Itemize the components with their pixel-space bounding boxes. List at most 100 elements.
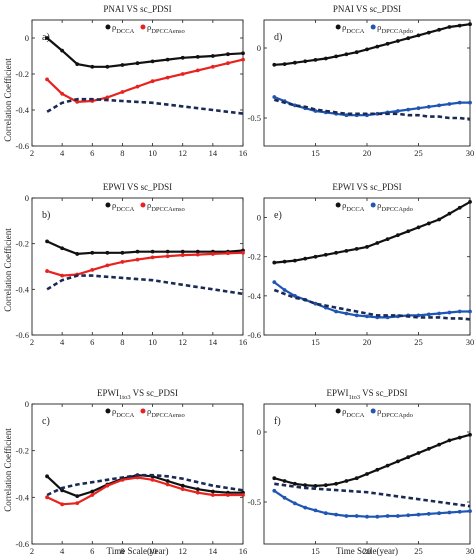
series-line-dashed <box>46 97 244 115</box>
x-tick-label: 30 <box>466 337 474 347</box>
series-point-dpcca <box>468 100 472 105</box>
series-point-dpcca <box>120 90 125 94</box>
series-point-dcca <box>120 63 125 67</box>
x-tick-label: 8 <box>120 148 124 158</box>
series-point-dcca <box>45 36 49 40</box>
series-point-dpcca <box>180 72 185 76</box>
panel-title-main: PNAI VS sc_PDSI <box>333 4 401 14</box>
series-point-dcca <box>90 64 95 69</box>
y-tick-label: -0.4 <box>16 105 30 115</box>
series-line-dpcca <box>46 476 243 506</box>
series-point-dpcca <box>105 95 110 100</box>
legend-marker-dpcca <box>370 408 376 414</box>
y-tick-label: -0.4 <box>16 492 30 502</box>
series-point-dcca <box>210 54 215 58</box>
legend-marker-dpcca <box>140 24 146 30</box>
y-tick-label: -0.6 <box>248 330 261 340</box>
legend-label-dcca: ρDCCA <box>112 200 135 213</box>
x-tick-label: 12 <box>178 337 187 347</box>
series-point-dpcca <box>303 505 308 510</box>
y-axis-title-bottom: Correlation Coefficient <box>3 428 13 512</box>
series-point-dpcca <box>282 495 287 500</box>
y-tick-label: -0.2 <box>248 252 261 262</box>
series-point-dcca <box>323 483 328 488</box>
series-point-dcca <box>468 22 472 27</box>
series-point-dpcca <box>354 514 359 518</box>
x-tick-label: 15 <box>311 148 320 158</box>
series-point-dcca <box>416 33 421 38</box>
series-point-dpcca <box>468 509 472 513</box>
series-point-dcca <box>447 211 452 216</box>
x-tick-label: 6 <box>90 337 94 347</box>
series-point-dcca <box>165 479 170 483</box>
legend-symbol: ρ <box>377 22 381 32</box>
legend-symbol: ρ <box>377 200 381 210</box>
series-point-dcca <box>195 487 200 492</box>
legend-label-dcca: ρDCCA <box>112 406 135 419</box>
x-tick-label: 10 <box>148 546 157 556</box>
series-point-dpcca <box>195 68 200 73</box>
plot-frame <box>263 19 471 147</box>
series-point-dcca <box>303 59 308 64</box>
series-point-dpcca <box>75 501 80 506</box>
legend-marker-dcca <box>105 202 111 208</box>
y-axis-title-middle: Correlation Coefficient <box>3 228 13 312</box>
series-point-dpcca <box>150 255 155 260</box>
series-point-dpcca <box>241 250 245 255</box>
series-line-dashed <box>46 473 244 497</box>
x-tick-label: 12 <box>178 148 187 158</box>
series-point-dcca <box>150 59 155 64</box>
series-point-dcca <box>323 56 328 61</box>
series-point-dcca <box>396 233 400 238</box>
series-point-dcca <box>45 474 49 479</box>
series-point-dcca <box>75 252 80 256</box>
series-point-dpcca <box>457 509 462 514</box>
panel-title: EPWI1to3 VS sc_PDSI <box>327 388 408 401</box>
series-point-dcca <box>457 435 462 440</box>
series-point-dpcca <box>150 79 155 84</box>
series-point-dpcca <box>75 100 80 104</box>
series-point-dcca <box>416 451 421 455</box>
legend-symbol: ρ <box>342 22 346 32</box>
x-tick-label: 16 <box>239 148 248 158</box>
legend-subscript: DCCA <box>346 206 364 213</box>
legend-label-dpcca: ρDPCCApdo <box>377 200 413 213</box>
legend-subscript: DCCA <box>116 412 134 419</box>
series-point-dcca <box>282 62 287 66</box>
panel-title-subscript: 1to3 <box>349 394 361 401</box>
series-point-dpcca <box>195 252 200 257</box>
series-point-dcca <box>195 249 200 254</box>
y-tick-label: 0 <box>25 33 29 43</box>
legend-symbol: ρ <box>112 406 116 416</box>
series-point-dpcca <box>241 57 245 62</box>
series-point-dcca <box>293 258 297 263</box>
series-point-dcca <box>45 239 49 244</box>
legend-label-dpcca: ρDPCCAenso <box>147 200 185 213</box>
y-tick-label: -0.6 <box>16 539 29 549</box>
x-tick-label: 20 <box>363 546 372 556</box>
series-line-dcca <box>46 240 244 256</box>
series-point-dpcca <box>226 61 230 66</box>
legend-symbol: ρ <box>112 22 116 32</box>
series-point-dpcca <box>180 487 185 492</box>
series-point-dcca <box>150 249 155 254</box>
legend-symbol: ρ <box>147 22 151 32</box>
series-point-dpcca <box>406 513 411 518</box>
x-tick-label: 6 <box>90 546 94 556</box>
legend-subscript: DPCCAenso <box>151 206 185 213</box>
series-line-dpcca <box>46 251 244 277</box>
series-point-dcca <box>457 23 462 28</box>
legend-label-dpcca: ρDPCCApdo <box>377 22 413 35</box>
series-point-dcca <box>426 221 431 226</box>
series-point-dcca <box>241 51 245 56</box>
series-point-dpcca <box>396 109 400 113</box>
y-tick-label: 0 <box>257 427 261 437</box>
series-point-dpcca <box>385 514 390 518</box>
series-point-dcca <box>406 36 411 41</box>
series-point-dpcca <box>60 273 65 278</box>
series-point-dcca <box>282 479 287 483</box>
x-axis-title: Time Scale(year) <box>336 546 398 556</box>
series-point-dcca <box>323 252 328 257</box>
x-tick-label: 14 <box>209 546 218 556</box>
legend-symbol: ρ <box>377 406 381 416</box>
